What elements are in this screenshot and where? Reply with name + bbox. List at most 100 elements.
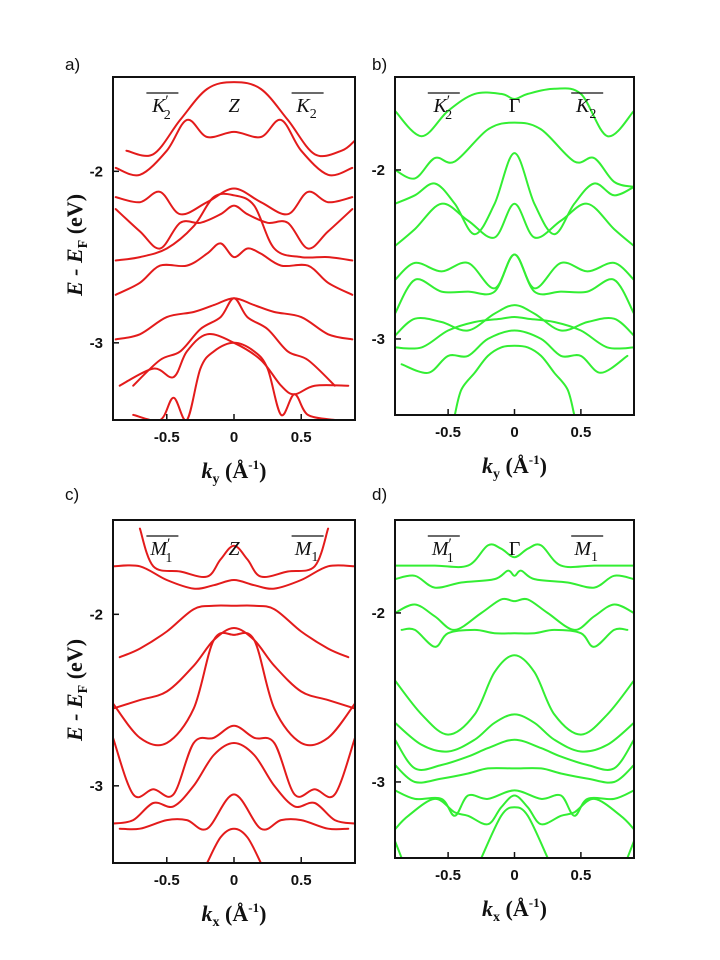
y-tick-label: -2 — [90, 163, 103, 180]
x-axis-label-unit: (Å — [500, 896, 529, 921]
x-axis-label-unit: (Å — [220, 901, 249, 926]
ylabel-bottom: E - EF (eV) — [62, 639, 91, 742]
series-band10 — [132, 341, 336, 420]
panel-label: b) — [372, 55, 387, 74]
highsym-letter: Z — [228, 538, 240, 560]
y-tick-label: -3 — [90, 778, 103, 795]
series-band3 — [395, 597, 634, 631]
series-band3 — [395, 152, 634, 236]
series-band5 — [114, 192, 354, 262]
series-band2 — [395, 121, 634, 188]
highsym-letter: K — [432, 95, 448, 117]
x-tick-label: 0.5 — [570, 424, 591, 441]
highsym-letter: M — [294, 538, 313, 560]
series-band4 — [113, 627, 355, 710]
series-band7 — [395, 738, 634, 771]
bands-group — [114, 81, 355, 420]
series-band4 — [114, 204, 354, 250]
series-band8 — [395, 316, 634, 350]
x-tick-label: 0.5 — [291, 872, 312, 889]
series-band6 — [114, 242, 354, 296]
ylabel-top: E - EF (eV) — [62, 194, 91, 297]
highsym-letter: M — [149, 538, 168, 560]
series-band1 — [125, 81, 355, 158]
plot-frame — [394, 76, 635, 416]
x-tick-label: 0 — [510, 867, 518, 884]
series-band4 — [400, 627, 629, 648]
ylabel-bottom-sub: F — [76, 685, 91, 694]
x-axis-label-close: ) — [259, 458, 266, 483]
highsym-prime: ′ — [448, 536, 451, 552]
highsym-label: Γ — [509, 95, 521, 117]
highsym-label: K′ 2 — [432, 93, 452, 123]
highsym-sub: 2 — [164, 108, 171, 123]
highsym-label: M′ 1 — [431, 536, 454, 566]
x-axis-label: ky (Å-1) — [202, 457, 267, 487]
highsym-sub: 2 — [589, 107, 596, 122]
x-tick-label: -0.5 — [154, 429, 180, 446]
bands-group — [395, 543, 634, 858]
highsym-letter: K — [151, 95, 167, 117]
x-axis-label-unit: (Å — [220, 458, 249, 483]
highsym-letter: M — [573, 538, 592, 560]
highsym-sub: 1 — [165, 551, 172, 566]
series-band3 — [118, 604, 350, 659]
series-band7 — [113, 742, 355, 825]
highsym-label: Z — [228, 95, 240, 117]
series-band10 — [453, 344, 576, 415]
x-tick-label: 0.5 — [570, 867, 591, 884]
ylabel-bottom-main: E - E — [62, 693, 87, 742]
ylabel-top-unit: (eV) — [62, 194, 87, 240]
x-axis-label-unit: (Å — [500, 453, 529, 478]
x-axis-label-exp: -1 — [248, 900, 259, 915]
bands-group — [395, 87, 634, 415]
series-band2 — [114, 118, 354, 177]
x-axis-label-exp: -1 — [529, 895, 540, 910]
series-band5 — [395, 253, 634, 290]
x-tick-label: -0.5 — [154, 872, 180, 889]
bands-group — [113, 527, 355, 863]
series-band9 — [400, 329, 629, 374]
series-band6 — [113, 724, 355, 799]
x-axis-label-main: k — [482, 453, 493, 478]
x-axis-label: kx (Å-1) — [482, 895, 547, 925]
series-band1 — [138, 527, 330, 579]
panel-label: d) — [372, 485, 387, 504]
series-band4 — [395, 202, 634, 247]
highsym-sub: 2 — [445, 108, 452, 123]
series-band8 — [132, 297, 336, 387]
highsym-letter: K — [575, 95, 591, 117]
series-band1 — [395, 543, 634, 569]
panel-3: c)-0.5 0 0.5-2-3kx (Å-1)M′ 1 Z M1 — [65, 485, 356, 930]
series-band7 — [114, 297, 354, 341]
x-axis-label-close: ) — [540, 453, 547, 478]
x-axis-label-close: ) — [540, 896, 547, 921]
highsym-sub: 2 — [310, 107, 317, 122]
x-axis-label: kx (Å-1) — [202, 900, 267, 930]
x-axis-label-close: ) — [259, 901, 266, 926]
series-band2 — [113, 564, 355, 590]
highsym-label: M′ 1 — [149, 536, 172, 566]
x-tick-label: -0.5 — [435, 867, 461, 884]
series-band6 — [395, 253, 634, 315]
highsym-label: K2 — [295, 95, 316, 122]
x-axis-label-main: k — [482, 896, 493, 921]
series-band5 — [113, 631, 355, 747]
highsym-prime: ′ — [167, 536, 170, 552]
y-tick-label: -3 — [90, 335, 103, 352]
x-axis-label-exp: -1 — [529, 452, 540, 467]
panel-2: b)-0.5 0 0.5-2-3ky (Å-1)K′ 2 Γ K2 — [372, 55, 635, 482]
highsym-sub: 1 — [447, 551, 454, 566]
panel-4: d)-0.5 0 0.5-2-3kx (Å-1)M′ 1 Γ M1 — [372, 485, 635, 925]
ylabel-top-sub: F — [76, 240, 91, 249]
x-tick-label: 0.5 — [291, 429, 312, 446]
x-axis-label-sub: x — [493, 910, 500, 925]
highsym-prime: ′ — [447, 93, 450, 109]
x-tick-label: 0 — [230, 429, 238, 446]
series-band1 — [395, 87, 634, 138]
highsym-letter: Γ — [509, 538, 521, 560]
series-band6 — [395, 713, 634, 753]
y-tick-label: -2 — [372, 162, 385, 179]
highsym-label: M1 — [573, 538, 598, 565]
